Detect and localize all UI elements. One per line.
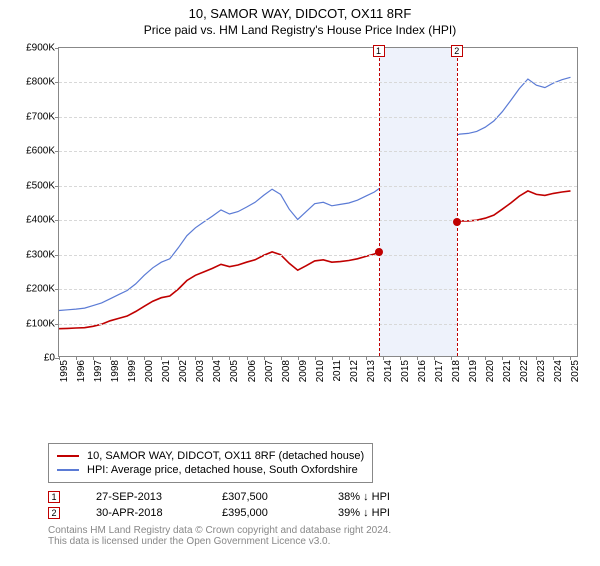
footer-line-1: Contains HM Land Registry data © Crown c…: [48, 525, 600, 536]
x-axis-label: 2018: [451, 360, 462, 382]
y-axis-label: £700K: [26, 111, 55, 122]
x-axis-label: 2019: [468, 360, 479, 382]
sale-vline: [457, 48, 458, 356]
x-axis-label: 2021: [502, 360, 513, 382]
x-axis-label: 2023: [536, 360, 547, 382]
sale-delta: 39% ↓ HPI: [338, 507, 390, 519]
gridline: [59, 289, 577, 290]
legend-label: HPI: Average price, detached house, Sout…: [87, 464, 358, 476]
x-axis-label: 2014: [383, 360, 394, 382]
chart-area: £0 £100K £200K £300K £400K £500K £600K £700K £80…: [10, 43, 590, 403]
legend-item: 10, SAMOR WAY, DIDCOT, OX11 8RF (detache…: [57, 450, 364, 462]
x-axis-label: 2013: [366, 360, 377, 382]
x-axis-label: 1998: [110, 360, 121, 382]
sale-row: 1 27-SEP-2013 £307,500 38% ↓ HPI: [48, 491, 600, 503]
sales-table: 1 27-SEP-2013 £307,500 38% ↓ HPI 2 30-APR-201…: [48, 491, 600, 519]
sale-vline: [379, 48, 380, 356]
x-axis-label: 2016: [417, 360, 428, 382]
x-axis-label: 1999: [127, 360, 138, 382]
gridline: [59, 255, 577, 256]
x-axis-label: 2011: [332, 360, 343, 382]
footer-attribution: Contains HM Land Registry data © Crown c…: [48, 525, 600, 547]
x-axis-label: 2002: [178, 360, 189, 382]
sale-row-marker: 1: [48, 491, 60, 503]
plot-area: £0£100K£200K£300K£400K£500K£600K£700K£80…: [58, 47, 578, 357]
sale-marker-box: 1: [373, 45, 385, 57]
gridline: [59, 117, 577, 118]
x-axis-label: 2005: [229, 360, 240, 382]
x-axis-label: 2022: [519, 360, 530, 382]
sale-date: 30-APR-2018: [96, 507, 186, 519]
gridline: [59, 186, 577, 187]
y-axis-label: £800K: [26, 77, 55, 88]
sale-price: £307,500: [222, 491, 302, 503]
footer-line-2: This data is licensed under the Open Gov…: [48, 536, 600, 547]
x-axis-label: 2006: [247, 360, 258, 382]
legend-swatch: [57, 469, 79, 471]
x-axis-label: 2007: [264, 360, 275, 382]
x-axis-label: 2012: [349, 360, 360, 382]
x-axis-label: 2024: [553, 360, 564, 382]
gridline: [59, 324, 577, 325]
sale-marker-box: 2: [451, 45, 463, 57]
y-axis-label: £100K: [26, 318, 55, 329]
x-axis-label: 1997: [93, 360, 104, 382]
x-axis-label: 2009: [298, 360, 309, 382]
gridline: [59, 151, 577, 152]
sale-row-marker: 2: [48, 507, 60, 519]
y-axis-label: £200K: [26, 284, 55, 295]
legend: 10, SAMOR WAY, DIDCOT, OX11 8RF (detache…: [48, 443, 373, 483]
x-axis-label: 2015: [400, 360, 411, 382]
line-layer: [59, 48, 579, 358]
y-axis-label: £400K: [26, 215, 55, 226]
y-axis-label: £900K: [26, 43, 55, 54]
gridline: [59, 82, 577, 83]
sale-date: 27-SEP-2013: [96, 491, 186, 503]
y-axis-label: £600K: [26, 146, 55, 157]
legend-item: HPI: Average price, detached house, Sout…: [57, 464, 364, 476]
x-axis-label: 2003: [195, 360, 206, 382]
sale-dot: [375, 248, 383, 256]
y-axis-label: £300K: [26, 249, 55, 260]
x-axis-label: 2020: [485, 360, 496, 382]
sale-row: 2 30-APR-2018 £395,000 39% ↓ HPI: [48, 507, 600, 519]
chart-title: 10, SAMOR WAY, DIDCOT, OX11 8RF: [0, 6, 600, 21]
legend-swatch: [57, 455, 79, 457]
series-property: [59, 191, 571, 329]
x-axis-label: 1995: [59, 360, 70, 382]
sale-dot: [453, 218, 461, 226]
x-axis-label: 2017: [434, 360, 445, 382]
selection-band: [379, 48, 457, 356]
x-axis-label: 2001: [161, 360, 172, 382]
y-axis-label: £500K: [26, 180, 55, 191]
legend-label: 10, SAMOR WAY, DIDCOT, OX11 8RF (detache…: [87, 450, 364, 462]
sale-delta: 38% ↓ HPI: [338, 491, 390, 503]
gridline: [59, 220, 577, 221]
chart-subtitle: Price paid vs. HM Land Registry's House …: [0, 23, 600, 37]
x-axis-label: 2008: [281, 360, 292, 382]
series-hpi: [59, 77, 571, 310]
y-axis-label: £0: [44, 353, 55, 364]
x-axis-label: 2010: [315, 360, 326, 382]
x-axis-label: 2025: [570, 360, 581, 382]
x-axis-label: 1996: [76, 360, 87, 382]
x-axis-label: 2000: [144, 360, 155, 382]
x-axis-label: 2004: [212, 360, 223, 382]
sale-price: £395,000: [222, 507, 302, 519]
